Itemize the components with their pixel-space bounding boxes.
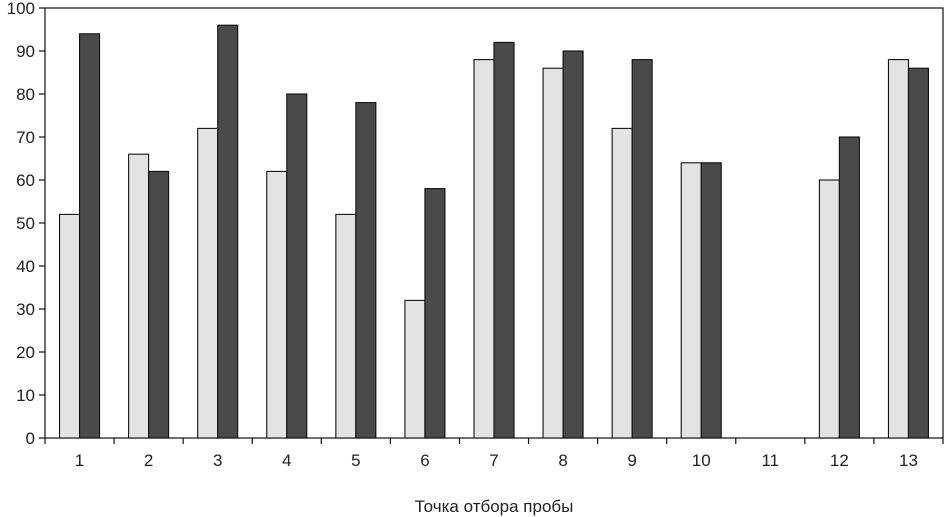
bar-series-2 — [78, 33, 101, 439]
bar-series-2 — [355, 102, 377, 439]
x-tick-label: 5 — [351, 451, 360, 470]
x-tick-label: 10 — [692, 451, 711, 470]
y-tick-label: 70 — [16, 128, 35, 147]
bar-series-1 — [335, 213, 357, 439]
bar-series-1 — [680, 162, 702, 439]
y-tick-label: 50 — [16, 214, 35, 233]
bar-series-1 — [818, 179, 840, 439]
x-tick-label: 6 — [420, 451, 429, 470]
bar-series-1 — [473, 59, 495, 439]
y-tick-label: 60 — [16, 171, 35, 190]
bar-series-2 — [838, 136, 860, 439]
bar-series-2 — [286, 93, 308, 439]
bar-series-1 — [197, 127, 219, 439]
y-axis: 0 10 20 30 40 50 60 70 80 90 100 — [7, 0, 45, 448]
bar-series-1 — [128, 153, 150, 439]
bar-series-1 — [266, 170, 288, 439]
bar-series-2 — [148, 170, 170, 439]
y-tick-label: 20 — [16, 343, 35, 362]
y-tick-label: 80 — [16, 85, 35, 104]
x-tick-label: 11 — [761, 451, 779, 470]
bar-series-2 — [631, 59, 653, 439]
bar-series-2 — [700, 162, 722, 439]
bar-series-2 — [493, 41, 515, 439]
bar-series-2 — [562, 50, 584, 439]
x-tick-label: 8 — [558, 451, 567, 470]
bar-series-1 — [58, 213, 81, 439]
bar-series-2 — [217, 24, 239, 439]
x-tick-label: 12 — [830, 451, 849, 470]
y-tick-label: 40 — [16, 257, 35, 276]
x-tick-label: 9 — [627, 451, 636, 470]
x-axis: 1 2 3 4 5 6 7 8 9 10 11 12 13 — [44, 438, 944, 470]
bars-layer — [58, 24, 930, 439]
x-axis-title: Точка отбора пробы — [415, 497, 574, 516]
x-tick-label: 3 — [213, 451, 222, 470]
y-tick-label: 10 — [16, 386, 35, 405]
x-tick-label: 7 — [489, 451, 498, 470]
bar-series-2 — [907, 67, 930, 439]
x-tick-label: 1 — [75, 451, 84, 470]
bar-series-2 — [424, 188, 446, 439]
bar-series-1 — [611, 127, 633, 439]
x-tick-label: 4 — [282, 451, 291, 470]
x-tick-label: 2 — [144, 451, 153, 470]
y-tick-label: 90 — [16, 42, 35, 61]
bar-series-1 — [404, 299, 426, 439]
x-tick-label: 13 — [899, 451, 918, 470]
y-tick-label: 30 — [16, 300, 35, 319]
y-tick-label: 0 — [26, 429, 35, 448]
bar-series-1 — [887, 59, 910, 439]
y-tick-label: 100 — [7, 0, 35, 18]
bar-series-1 — [542, 67, 564, 439]
